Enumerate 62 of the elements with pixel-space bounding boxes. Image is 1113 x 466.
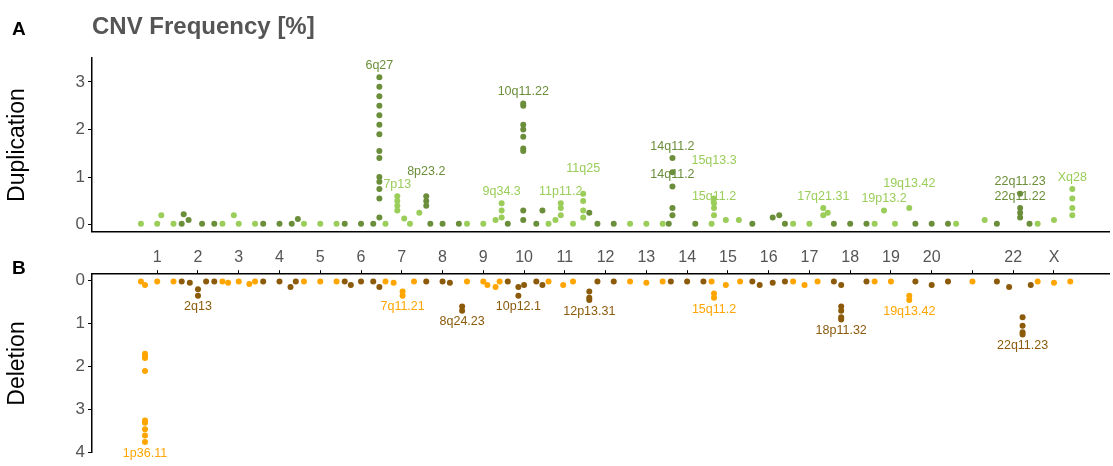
annotation: 15q11.2: [691, 301, 737, 316]
text: B: [12, 257, 26, 279]
annotation: 9q34.3: [482, 183, 521, 198]
x-tick-label: 18: [841, 248, 860, 266]
x-tick-label: 22: [1004, 248, 1023, 266]
annotation: 19q13.42: [883, 175, 936, 190]
annotation: 1p36.11: [122, 445, 168, 460]
annotation: 22q11.23: [994, 174, 1046, 189]
annotation: 22q11.22: [994, 188, 1046, 203]
x-tick-label: 3: [234, 248, 244, 266]
x-tick-label: 9: [478, 248, 488, 266]
x-tick-label: 16: [759, 248, 778, 266]
x-tick-label: 4: [275, 248, 285, 266]
y-tick-label: 3: [75, 399, 85, 419]
x-tick-label: 8: [438, 248, 448, 266]
annotation: 10p12.1: [495, 299, 541, 314]
annotation: 2q13: [184, 299, 212, 314]
x-tick-label: 17: [800, 248, 819, 266]
x-tick-label: 6: [356, 248, 366, 266]
x-tick-label: 14: [678, 248, 697, 266]
x-tick-label: 7: [397, 248, 407, 266]
annotation: 8q24.23: [439, 314, 485, 329]
y-tick-label: 3: [75, 71, 85, 91]
annotation: 11p11.2: [539, 183, 583, 198]
annotation: 11q25: [566, 161, 601, 176]
x-tick-label: 13: [637, 248, 656, 266]
x-tick-label: 11: [556, 248, 574, 266]
x-tick-label: 5: [315, 248, 325, 266]
x-tick-label: 19: [882, 248, 900, 266]
y-tick-label: 4: [75, 442, 85, 462]
annotation: 12p13.31: [563, 303, 616, 318]
text: A: [12, 18, 26, 40]
annotation: 8p23.2: [407, 163, 446, 178]
x-tick-label: 2: [193, 248, 203, 266]
annotation: 22q11.23: [996, 338, 1049, 353]
annotation: 7p13: [383, 176, 412, 191]
x-tick-label: 15: [718, 248, 737, 266]
x-tick-label: 20: [922, 248, 941, 266]
annotation: 18p11.32: [815, 323, 867, 338]
annotation: 15q13.3: [691, 153, 737, 168]
y-axis-title: Deletion: [3, 321, 30, 406]
x-tick-label: 10: [515, 248, 534, 266]
annotation: 19q13.42: [883, 303, 936, 318]
x-tick-label: 12: [596, 248, 615, 266]
y-tick-label: 1: [75, 313, 85, 333]
annotation: Xq28: [1057, 169, 1087, 184]
y-tick-label: 0: [75, 270, 85, 290]
y-tick-label: 2: [75, 119, 85, 139]
annotation: 14q11.2: [650, 138, 695, 153]
y-tick-label: 1: [75, 166, 85, 186]
annotation: 10q11.22: [497, 84, 549, 99]
x-tick-label: X: [1048, 248, 1060, 266]
chart-title: CNV Frequency [%]: [92, 12, 315, 40]
x-tick-label: 1: [152, 248, 162, 266]
y-tick-label: 2: [75, 356, 85, 376]
annotation: 14q11.2: [650, 167, 695, 182]
annotation: 19p13.2: [861, 191, 907, 206]
annotation: 17q21.31: [797, 188, 850, 203]
annotation: 7q11.21: [380, 299, 425, 314]
y-axis-title: Duplication: [3, 88, 30, 202]
y-tick-label: 0: [75, 214, 85, 234]
annotation: 6q27: [365, 57, 394, 72]
